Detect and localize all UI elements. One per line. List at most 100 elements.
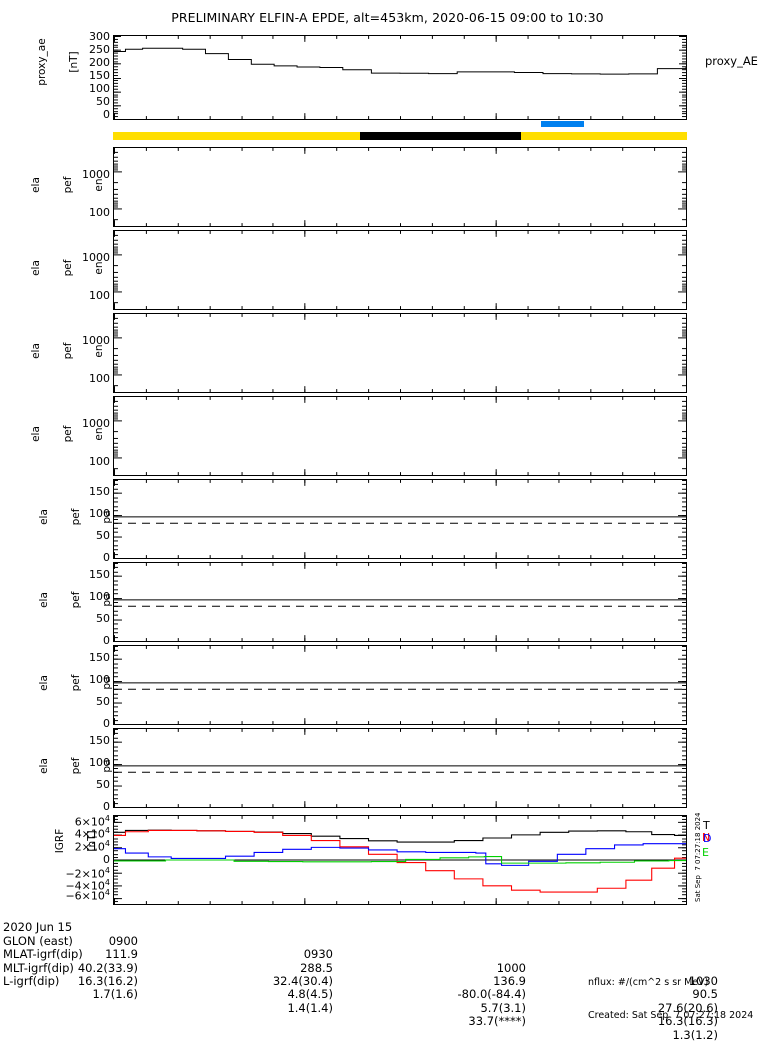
ytick-label: 100: [89, 673, 110, 686]
ytick-label: 200: [89, 56, 110, 69]
axis-title-line: proxy_ae: [36, 38, 48, 86]
igrf-legend-T: T: [703, 819, 710, 832]
annotation-row: 2020 Jun 15 0900 0930 1000 1030: [0, 908, 775, 987]
annotation-value: 1030: [688, 974, 718, 989]
panel-spec-para[interactable]: [113, 396, 687, 476]
ytick-label: 6×104: [74, 814, 110, 829]
ytick-label: 1000: [82, 334, 110, 347]
axis-title-line: ela: [30, 177, 42, 193]
footer-units: nflux: #/(cm^2 s sr MeV): [588, 977, 709, 988]
status-segment-yellow-right: [520, 132, 687, 140]
ytick-label: 250: [89, 43, 110, 56]
pa-ch1lc-plot: [114, 563, 686, 641]
ytick-label: 50: [96, 612, 110, 625]
blue-interval-marker[interactable]: [113, 120, 687, 128]
axis-title-line: ela: [38, 592, 50, 608]
mode-status-bar[interactable]: [113, 132, 687, 140]
axis-title-line: ela: [30, 426, 42, 442]
annotation-value: 1.7(1.6): [92, 987, 138, 1002]
annotation-value: 111.9: [105, 947, 138, 962]
ytick-label: 100: [89, 206, 110, 219]
ytick-label: 0: [103, 108, 110, 121]
ytick-label: 0: [103, 853, 110, 866]
panel-pa-ch2lc[interactable]: [113, 645, 687, 725]
status-segment-yellow-left: [113, 132, 360, 140]
ytick-label: 0: [103, 800, 110, 813]
ytick-label: 100: [89, 289, 110, 302]
ytick-label: 150: [89, 651, 110, 664]
annotation-value: -80.0(-84.4): [457, 987, 526, 1002]
footer-created: Created: Sat Sep 7 07:27:18 2024: [588, 1010, 754, 1021]
axis-title-line: ela: [38, 758, 50, 774]
ytick-label: 150: [89, 485, 110, 498]
pa-ch2lc-plot: [114, 646, 686, 724]
ytick-label: 0: [103, 551, 110, 564]
ytick-label: 0: [103, 634, 110, 647]
panel-proxy-ae[interactable]: [113, 35, 687, 120]
status-bar-region: [113, 120, 687, 142]
ytick-label: 1000: [82, 168, 110, 181]
panel-pa-ch0lc[interactable]: [113, 479, 687, 559]
ytick-label: 150: [89, 69, 110, 82]
created-side-stamp: Sat Sep 7 07:27:18 2024: [694, 812, 702, 902]
ytick-label: 300: [89, 30, 110, 43]
ytick-label: 100: [89, 455, 110, 468]
annotation-value: 90.5: [692, 987, 718, 1002]
ytick-label: −6×104: [65, 888, 110, 903]
panel-spec-perp[interactable]: [113, 313, 687, 393]
ytick-label: 0: [103, 717, 110, 730]
annotation-value: 40.2(33.9): [77, 960, 138, 975]
annotation-value: 4.8(4.5): [287, 987, 333, 1002]
ytick-label: 100: [89, 507, 110, 520]
ytick-label: 150: [89, 568, 110, 581]
panel-igrf[interactable]: [113, 815, 687, 905]
panel-spec-anti[interactable]: [113, 230, 687, 310]
annotation-value: 1000: [496, 960, 526, 975]
panel-pa-ch3lc[interactable]: [113, 728, 687, 808]
ytick-label: 4×104: [74, 826, 110, 841]
annotation-row: GLON (east) 111.9 288.5 136.9 90.5: [0, 921, 775, 1001]
ytick-label: 1000: [82, 251, 110, 264]
ytick-label: 150: [89, 734, 110, 747]
spec-anti-plot: [114, 231, 686, 309]
spec-omni-plot: [114, 148, 686, 226]
igrf-plot: [114, 816, 686, 904]
panel-spec-omni[interactable]: [113, 147, 687, 227]
ytick-label: 2×104: [74, 839, 110, 854]
annotation-value: 136.9: [493, 974, 526, 989]
ytick-label: 100: [89, 82, 110, 95]
proxy-ae-plot: [114, 36, 686, 119]
page-title: PRELIMINARY ELFIN-A EPDE, alt=453km, 202…: [171, 10, 604, 25]
ytick-label: −4×104: [65, 878, 110, 893]
proxy-ae-right-label: proxy_AE: [705, 54, 758, 68]
ytick-label: −2×104: [65, 866, 110, 881]
axis-title-line: ela: [30, 260, 42, 276]
ytick-label: 100: [89, 756, 110, 769]
annotation-label: 2020 Jun 15: [3, 920, 73, 935]
annotation-label: MLAT-igrf(dip): [3, 947, 83, 962]
annotation-value: 32.4(30.4): [272, 974, 333, 988]
annotation-label: MLT-igrf(dip): [3, 960, 74, 975]
panel-pa-ch1lc[interactable]: [113, 562, 687, 642]
ytick-label: 50: [96, 95, 110, 108]
annotation-value: 5.7(3.1): [480, 1000, 526, 1015]
pa-ch3lc-plot: [114, 729, 686, 807]
igrf-legend-E: E: [702, 846, 709, 859]
annotation-value: 16.3(16.2): [77, 973, 138, 988]
igrf-legend-N: N: [702, 831, 711, 844]
annotation-value: 0930: [303, 947, 333, 962]
annotation-label: L-igrf(dip): [3, 973, 60, 988]
ytick-label: 50: [96, 695, 110, 708]
annotation-label: GLON (east): [3, 933, 73, 948]
ytick-label: 100: [89, 590, 110, 603]
footer-note: nflux: #/(cm^2 s sr MeV) Created: Sat Se…: [588, 955, 753, 1043]
ytick-label: 50: [96, 529, 110, 542]
annotation-row: MLAT-igrf(dip) 40.2(33.9) 32.4(30.4) -80…: [0, 935, 775, 1014]
ytick-label: 100: [89, 372, 110, 385]
annotation-value: 1.4(1.4): [287, 1000, 333, 1015]
annotation-value: 288.5: [300, 960, 333, 975]
annotation-value: 0900: [108, 933, 138, 948]
axis-title-line: ela: [38, 675, 50, 691]
axis-title-line: ela: [38, 509, 50, 525]
axis-title-line: ela: [30, 343, 42, 359]
